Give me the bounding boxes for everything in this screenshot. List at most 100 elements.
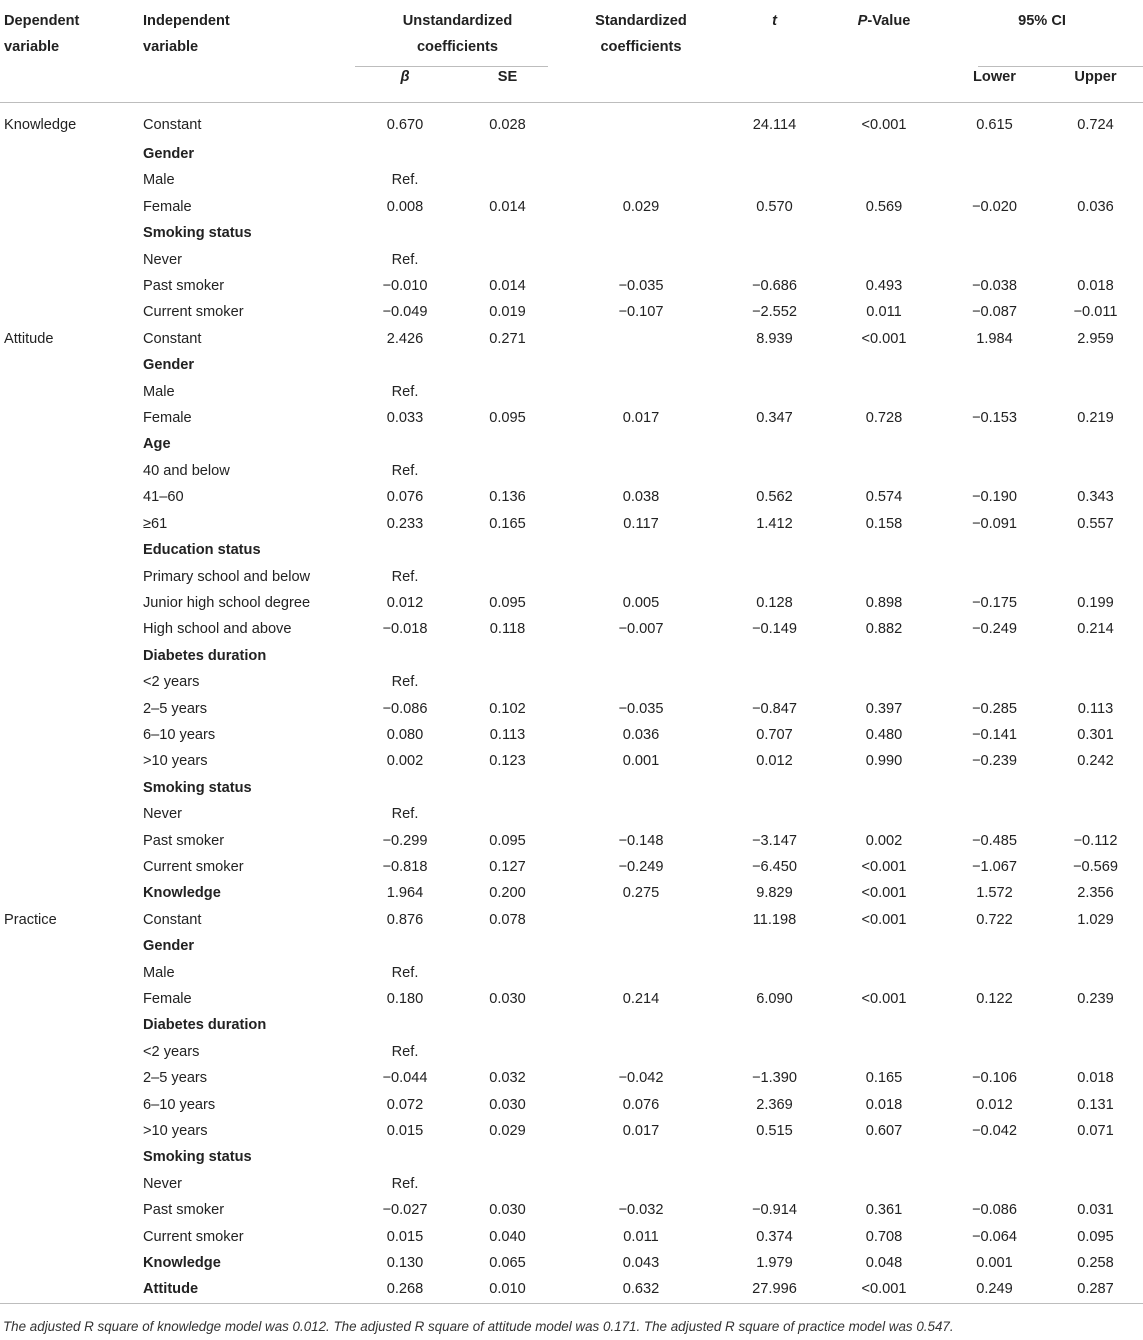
cell-dep [0,1276,143,1303]
cell-lower [941,352,1048,378]
cell-t: 0.562 [756,489,793,506]
cell-upper: 0.343 [1077,489,1114,506]
cell-std: −0.032 [618,1202,664,1219]
cell-p: 0.990 [865,753,903,770]
cell-std [560,643,722,669]
cell-p [827,1171,941,1197]
cell-lower: 0.615 [976,116,1013,133]
header-standardized-coefficients: Standardized coefficients [595,13,687,55]
cell-var: Diabetes duration [143,1017,267,1034]
cell-dep [0,1012,143,1038]
cell-dep: Practice [4,911,57,928]
cell-dep [0,220,143,246]
cell-var: <2 years [143,1043,200,1060]
cell-t: −3.147 [751,832,798,849]
cell-lower [941,220,1048,246]
cell-std: 0.038 [622,489,660,506]
cell-lower [941,1039,1048,1065]
cell-p [827,801,941,827]
cell-t: 1.412 [756,515,793,532]
table-row: Diabetes duration [0,643,1143,669]
cell-var: 6–10 years [143,726,216,743]
cell-p: 0.361 [865,1202,903,1219]
cell-std: −0.249 [618,858,664,875]
cell-beta [355,220,455,246]
cell-var: >10 years [143,753,208,770]
cell-lower: −0.038 [971,278,1018,295]
cell-t: −0.149 [751,621,798,638]
header-upper: Upper [1074,69,1117,85]
cell-upper: 0.724 [1077,116,1114,133]
cell-t [722,669,827,695]
cell-p [827,352,941,378]
table-row: Gender [0,933,1143,959]
cell-dep [0,194,143,220]
cell-beta: Ref. [391,1043,419,1060]
table-row: <2 years Ref. [0,1039,1143,1065]
cell-t: 27.996 [752,1281,797,1298]
cell-t: 8.939 [756,330,793,347]
cell-p: 0.002 [865,832,903,849]
cell-dep [0,986,143,1012]
cell-se: 0.165 [489,515,526,532]
cell-se: 0.118 [489,621,526,638]
cell-lower [941,933,1048,959]
cell-std: 0.005 [622,594,660,611]
cell-dep [0,933,143,959]
cell-var: Constant [143,911,202,928]
table-row: Never Ref. [0,247,1143,273]
cell-se: 0.127 [489,858,526,875]
cell-var: >10 years [143,1123,208,1140]
table-row: 6–10 years 0.072 0.030 0.076 2.369 0.018 0.012… [0,1092,1143,1118]
cell-var: Constant [143,116,202,133]
cell-se [455,537,560,563]
table-row: Female 0.180 0.030 0.214 6.090 <0.001 0.122 0.2… [0,986,1143,1012]
cell-beta [355,352,455,378]
cell-upper: 0.239 [1077,991,1114,1007]
cell-std [560,1012,722,1038]
cell-se: 0.123 [489,753,526,770]
cell-dep [0,722,143,748]
cell-se [455,1171,560,1197]
cell-dep [0,431,143,457]
cell-std: 0.117 [623,515,659,532]
cell-std: 0.214 [622,991,660,1007]
cell-beta [355,537,455,563]
header-lower: Lower [973,69,1016,85]
table-row: Junior high school degree 0.012 0.095 0.005… [0,590,1143,616]
cell-beta [355,431,455,457]
cell-lower: −0.153 [971,410,1018,427]
table-row: Smoking status [0,775,1143,801]
cell-p: <0.001 [861,991,907,1007]
cell-p: 0.569 [865,198,903,215]
cell-std: 0.001 [622,753,660,770]
cell-p [827,220,941,246]
cell-lower [941,379,1048,405]
cell-t [722,167,827,193]
cell-dep [0,458,143,484]
cell-p: <0.001 [861,330,907,347]
cell-se: 0.032 [489,1070,526,1087]
cell-beta: −0.018 [382,621,428,638]
cell-upper [1048,801,1143,827]
cell-upper [1048,431,1143,457]
cell-std [560,458,722,484]
cell-lower [941,167,1048,193]
cell-p [827,1012,941,1038]
cell-upper [1048,1144,1143,1170]
cell-se [455,379,560,405]
cell-var: Never [143,806,182,823]
cell-std: 0.029 [622,198,660,215]
cell-std [560,247,722,273]
cell-se: 0.095 [489,594,526,611]
cell-var: Female [143,198,192,215]
cell-dep [0,352,143,378]
cell-lower: −0.485 [971,832,1018,849]
cell-upper: 2.959 [1077,330,1114,347]
cell-var: Gender [143,357,195,374]
cell-std: 0.017 [622,410,660,427]
table-row: Current smoker −0.049 0.019 −0.107 −2.552 0.0… [0,299,1143,325]
cell-beta: Ref. [391,806,419,823]
cell-upper: −0.011 [1073,304,1118,321]
table-row: Age [0,431,1143,457]
